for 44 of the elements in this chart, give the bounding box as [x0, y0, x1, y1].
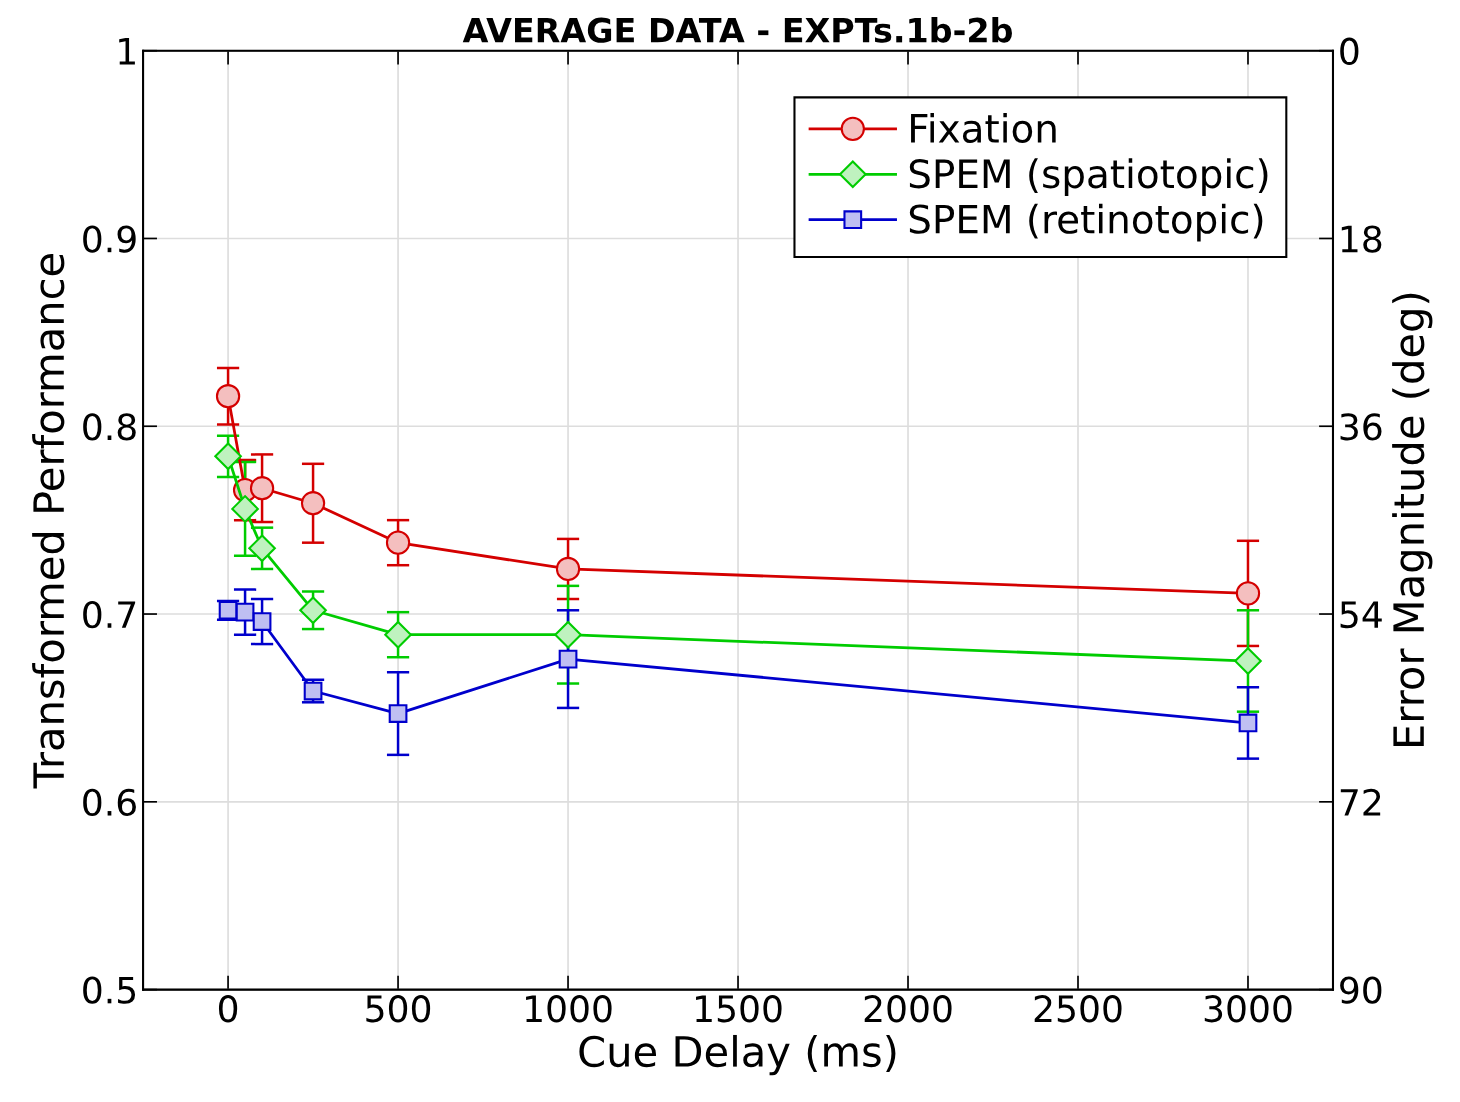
legend-label: SPEM (retinotopic) [909, 203, 1263, 242]
y2-tick-label: 36 [1340, 413, 1382, 441]
y-tick-label: 0.7 [83, 600, 136, 629]
point [215, 384, 241, 409]
point [554, 620, 582, 649]
y-tick-label: 0.8 [83, 413, 136, 441]
x-tick-label: 3000 [1204, 995, 1292, 1023]
y2-tick-label: 18 [1341, 225, 1382, 253]
y2-tick-label: 0 [1340, 37, 1359, 65]
point [300, 491, 326, 516]
x-tick-label: 1500 [696, 995, 782, 1023]
x-tick-label: 2500 [1034, 995, 1122, 1023]
point [249, 476, 275, 501]
y-tick-label: 0.9 [83, 225, 136, 253]
point [558, 649, 578, 669]
point [1238, 713, 1258, 733]
point [231, 495, 259, 523]
point [384, 620, 412, 649]
y-axis-title: Transformed Performance [32, 254, 65, 789]
x-tick-label: 0 [218, 995, 238, 1023]
point [1234, 647, 1262, 675]
point [214, 442, 242, 471]
x-tick-label: 500 [366, 995, 431, 1023]
legend-label: SPEM (spatiotopic) [909, 158, 1268, 196]
point [252, 612, 272, 631]
legend-label: Fixation [911, 112, 1056, 144]
point [235, 602, 255, 622]
x-tick-label: 1000 [526, 995, 612, 1023]
y2-axis-title: Error Magnitude (deg) [1392, 293, 1433, 746]
x-tick-label: 2000 [864, 995, 952, 1023]
point [385, 530, 411, 555]
point [299, 596, 327, 625]
y-tick-label: 1 [119, 38, 135, 65]
y2-tick-label: 90 [1340, 976, 1382, 1004]
y-tick-label: 0.5 [83, 976, 136, 1004]
y2-tick-label: 54 [1340, 601, 1382, 629]
point [388, 704, 408, 723]
point [248, 534, 276, 563]
y-tick-label: 0.6 [83, 788, 136, 817]
y2-tick-label: 72 [1340, 788, 1381, 816]
x-axis-title: Cue Delay (ms) [579, 1034, 896, 1076]
chart-title: AVERAGE DATA - EXPTs.1b-2b [462, 17, 1012, 43]
point [555, 556, 581, 582]
point [1235, 581, 1261, 606]
